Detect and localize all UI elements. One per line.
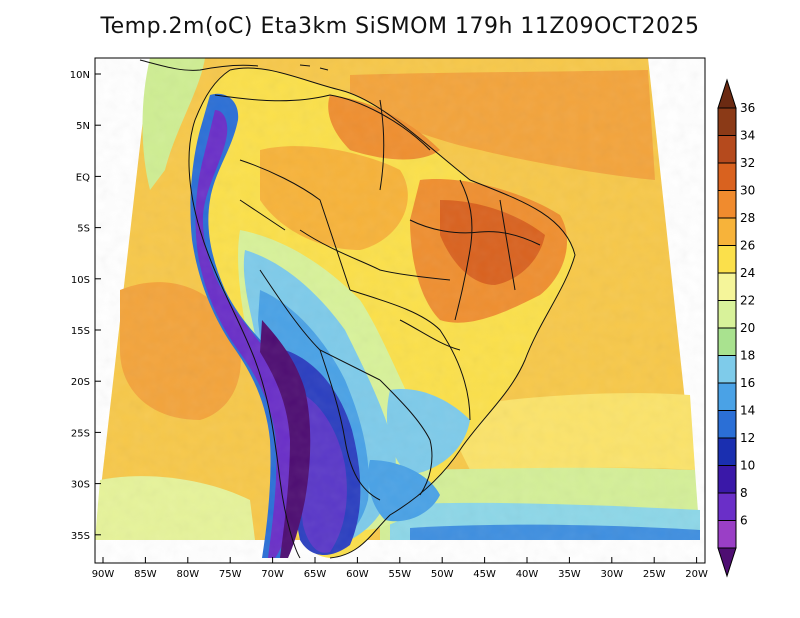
lat-tick-label: 20S xyxy=(71,377,90,388)
colorbar-label: 20 xyxy=(740,321,755,335)
lat-tick-label: 25S xyxy=(71,428,90,439)
lon-tick-label: 40W xyxy=(516,569,539,580)
colorbar-segment xyxy=(717,135,737,164)
lon-tick-label: 90W xyxy=(92,569,115,580)
lon-tick-label: 20W xyxy=(685,569,708,580)
lon-tick-label: 65W xyxy=(304,569,327,580)
lon-tick-label: 35W xyxy=(558,569,581,580)
latitude-axis: 10N 5N EQ 5S 10S 15S 20S 25S 30S 35S xyxy=(70,70,101,542)
colorbar-label: 24 xyxy=(740,266,755,280)
colorbar-label: 16 xyxy=(740,376,755,390)
colorbar-segment xyxy=(717,382,737,411)
lon-tick-label: 55W xyxy=(388,569,411,580)
colorbar-label: 30 xyxy=(740,184,755,198)
lat-tick-label: 5S xyxy=(77,224,90,235)
lat-tick-label: 10N xyxy=(70,70,90,81)
colorbar-segment xyxy=(717,190,737,219)
colorbar-label: 12 xyxy=(740,431,755,445)
caribbean-coast xyxy=(139,59,329,71)
colorbar-segment xyxy=(717,355,737,384)
lon-tick-label: 60W xyxy=(346,569,369,580)
colorbar-segment xyxy=(717,437,737,466)
colorbar-label: 22 xyxy=(740,294,755,308)
lat-tick-label: 10S xyxy=(71,275,90,286)
lon-tick-label: 80W xyxy=(176,569,199,580)
colorbar-segment xyxy=(717,272,737,301)
colorbar-min-arrow xyxy=(717,547,737,578)
lon-tick-label: 50W xyxy=(431,569,454,580)
colorbar: 36 34 32 30 28 26 24 22 20 18 16 14 12 10 8 6 xyxy=(717,78,755,578)
colorbar-label: 34 xyxy=(740,129,755,143)
colorbar-label: 8 xyxy=(740,486,748,500)
lon-tick-label: 30W xyxy=(600,569,623,580)
lat-tick-label: 30S xyxy=(71,480,90,491)
colorbar-label: 36 xyxy=(740,101,755,115)
colorbar-label: 26 xyxy=(740,239,755,253)
colorbar-label: 28 xyxy=(740,211,755,225)
lon-tick-label: 70W xyxy=(261,569,284,580)
lon-tick-label: 45W xyxy=(473,569,496,580)
colorbar-label: 32 xyxy=(740,156,755,170)
map-title: Temp.2m(oC) Eta3km SiSMOM 179h 11Z09OCT2… xyxy=(100,14,700,39)
colorbar-segment xyxy=(717,520,737,549)
map-field xyxy=(95,58,705,563)
colorbar-label: 6 xyxy=(740,514,748,528)
colorbar-segment xyxy=(717,162,737,191)
colorbar-segment xyxy=(717,492,737,521)
colorbar-label: 18 xyxy=(740,349,755,363)
country-borders xyxy=(188,67,576,559)
colorbar-label: 14 xyxy=(740,404,755,418)
lat-tick-label: 15S xyxy=(71,326,90,337)
colorbar-segment xyxy=(717,217,737,246)
colorbar-segment xyxy=(717,245,737,274)
lon-tick-label: 25W xyxy=(643,569,666,580)
lat-tick-label: 35S xyxy=(71,531,90,542)
lat-tick-label: 5N xyxy=(76,121,90,132)
colorbar-segment xyxy=(717,300,737,329)
lon-tick-label: 85W xyxy=(134,569,157,580)
lat-tick-label: EQ xyxy=(76,172,90,183)
longitude-axis: 90W 85W 80W 75W 70W 65W 60W 55W 50W 45W 40W 35W 30W 2… xyxy=(92,557,708,580)
colorbar-segment xyxy=(717,410,737,439)
colorbar-segment xyxy=(717,465,737,494)
colorbar-label: 10 xyxy=(740,459,755,473)
lon-tick-label: 75W xyxy=(219,569,242,580)
colorbar-max-arrow xyxy=(717,78,737,109)
colorbar-segment xyxy=(717,107,737,136)
colorbar-segment xyxy=(717,327,737,356)
